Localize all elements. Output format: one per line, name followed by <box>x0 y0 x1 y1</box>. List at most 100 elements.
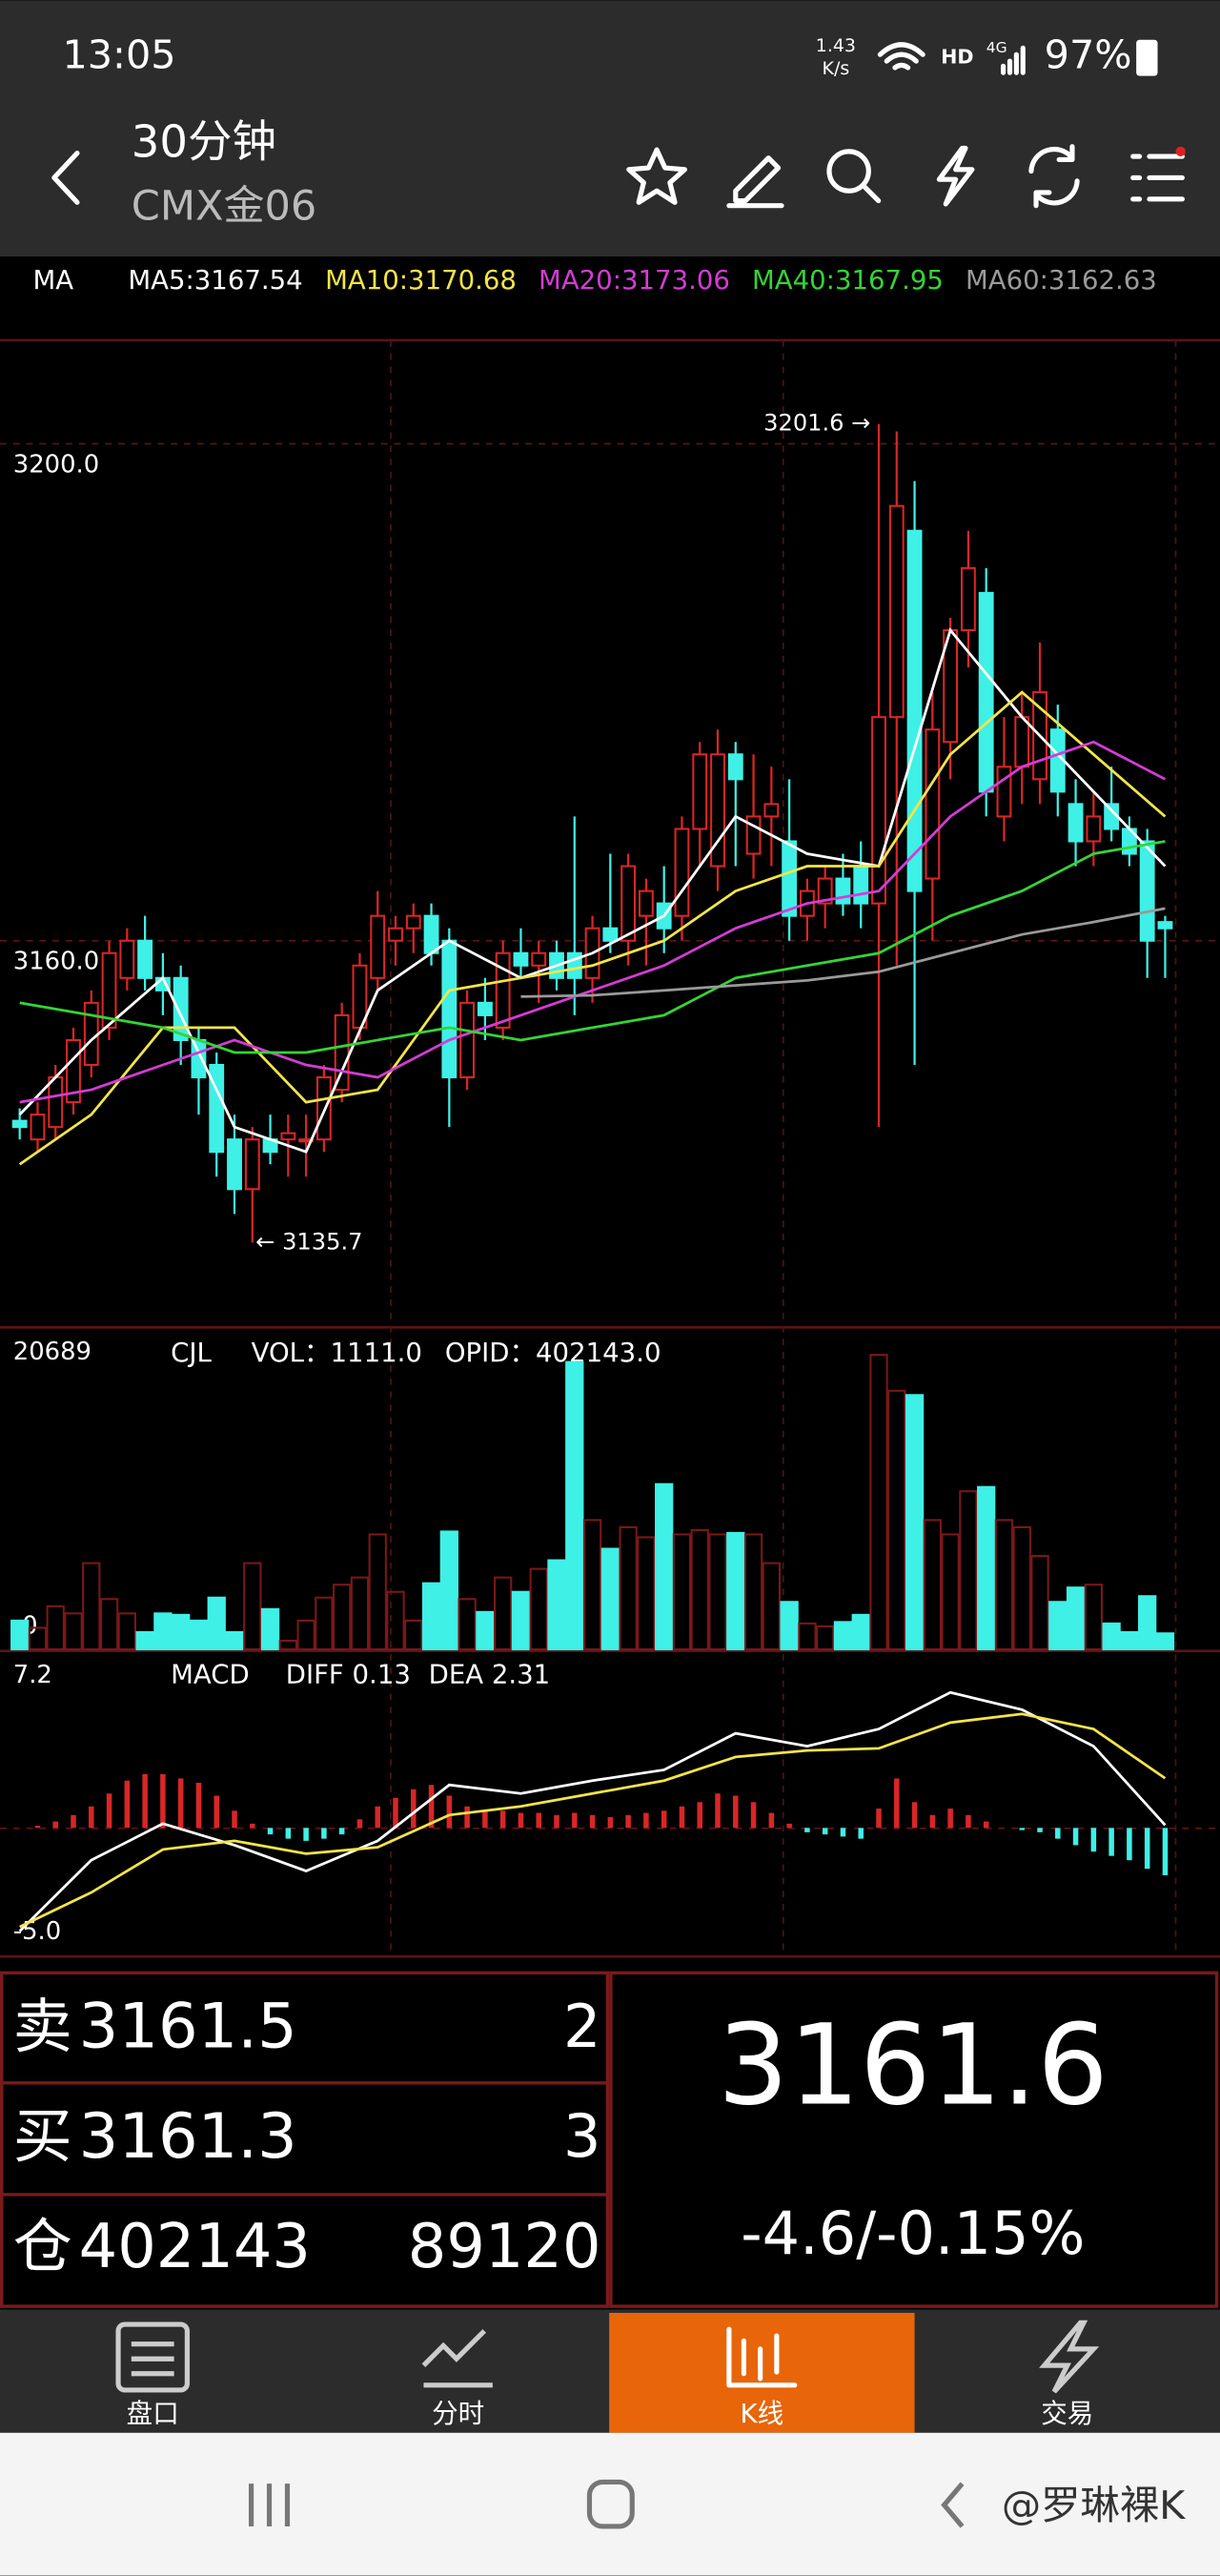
macd-bar <box>733 1795 739 1829</box>
recents-button[interactable] <box>248 2484 291 2526</box>
candle-body <box>745 815 762 855</box>
candle-body <box>137 939 153 979</box>
sell-label: 卖 <box>13 1992 72 2061</box>
volume-bar <box>10 1619 30 1651</box>
tab-trade[interactable]: 交易 <box>1039 2320 1100 2429</box>
back-nav-button[interactable] <box>941 2482 965 2528</box>
volume-bar <box>923 1519 942 1651</box>
candle-body <box>782 840 798 917</box>
volume-bar <box>637 1536 656 1651</box>
volume-bar <box>511 1590 531 1651</box>
candle-body <box>674 828 690 917</box>
volume-bar <box>672 1533 692 1651</box>
volume-bar <box>816 1625 835 1651</box>
macd-bar <box>894 1778 900 1829</box>
volume-bar <box>655 1482 674 1651</box>
candle-body <box>727 753 743 781</box>
volume-bar <box>350 1576 370 1651</box>
candle-body <box>638 889 654 917</box>
candle-body <box>495 951 511 1029</box>
draw-button[interactable] <box>726 155 784 209</box>
volume-bar <box>46 1605 65 1651</box>
macd-bar <box>482 1810 488 1829</box>
volume-bar <box>494 1576 513 1651</box>
volume-bar <box>941 1533 960 1651</box>
legend-entry: MA5:3167.54 <box>128 265 302 296</box>
volume-bar <box>1084 1584 1103 1651</box>
macd-bar <box>499 1810 506 1829</box>
tab-label: 盘口 <box>127 2399 179 2429</box>
period-title: 30分钟 <box>132 115 276 167</box>
volume-bar <box>798 1622 817 1651</box>
volume-bar <box>82 1562 101 1651</box>
macd-bar <box>1055 1828 1061 1839</box>
tab-label: 交易 <box>1041 2399 1093 2429</box>
tab-fenshi[interactable]: 分时 <box>421 2329 493 2429</box>
macd-bar <box>1072 1828 1079 1846</box>
macd-bar <box>232 1810 237 1829</box>
volume-bar <box>529 1567 548 1651</box>
network-label: 4G <box>986 39 1007 56</box>
volume-bar <box>1048 1601 1068 1651</box>
wifi-icon <box>877 42 925 71</box>
volume-bar <box>690 1528 709 1651</box>
volume-bar <box>135 1630 154 1651</box>
volume-bar <box>225 1630 244 1651</box>
volume-bar <box>547 1559 566 1651</box>
macd-bar <box>1037 1828 1043 1832</box>
candle-body <box>960 566 976 632</box>
volume-bar <box>600 1547 620 1651</box>
macd-bar <box>554 1814 559 1829</box>
volume-bar <box>959 1490 978 1651</box>
macd-bar <box>1144 1828 1150 1870</box>
volume-bar <box>296 1619 315 1651</box>
y-tick-label: 20689 <box>13 1338 92 1366</box>
macd-bar <box>1090 1828 1097 1852</box>
candle-body <box>996 766 1012 818</box>
ma-label: MA <box>32 265 73 296</box>
volume-bar <box>476 1610 495 1651</box>
candle-body <box>602 927 619 942</box>
candle-body <box>370 914 386 979</box>
volume-bar <box>1120 1630 1139 1651</box>
search-button[interactable] <box>826 149 882 204</box>
buy-label: 买 <box>13 2101 72 2171</box>
volume-bar <box>243 1562 262 1651</box>
flash-button[interactable] <box>936 145 975 207</box>
menu-button[interactable] <box>1130 153 1185 202</box>
volume-bar <box>315 1596 334 1651</box>
back-button[interactable] <box>51 150 80 205</box>
favorite-button[interactable] <box>626 147 687 205</box>
min-annotation: ← 3135.7 <box>255 1228 362 1255</box>
macd-bar <box>966 1814 971 1829</box>
battery-level: 97% <box>1045 32 1132 78</box>
tab-kline[interactable]: K线 <box>726 2326 798 2429</box>
volume-bar <box>1102 1622 1121 1651</box>
macd-bar <box>106 1793 112 1829</box>
volume-bar <box>260 1607 280 1651</box>
macd-bar <box>625 1814 631 1829</box>
macd-bar <box>768 1812 775 1829</box>
candle-body <box>1157 921 1173 930</box>
macd-bar <box>124 1780 131 1829</box>
candle-body <box>119 939 135 979</box>
volume-bar <box>153 1612 173 1651</box>
macd-bar <box>643 1812 649 1829</box>
tab-pankou[interactable]: 盘口 <box>115 2321 190 2429</box>
macd-bar <box>177 1778 184 1829</box>
legend-entry: DIFF 0.13 <box>286 1660 411 1690</box>
menu-badge <box>1175 146 1186 157</box>
candle-body <box>531 951 547 967</box>
macd-bar <box>250 1823 255 1829</box>
candle-body <box>83 1001 99 1067</box>
candle-body <box>1014 716 1030 768</box>
home-button[interactable] <box>586 2479 635 2529</box>
macd-bar <box>393 1797 398 1829</box>
volume-bar <box>99 1598 119 1651</box>
nav-bar <box>0 2432 1220 2576</box>
volume-bar <box>1012 1525 1031 1651</box>
macd-bar <box>607 1817 614 1829</box>
volume-bar <box>851 1613 870 1651</box>
refresh-button[interactable] <box>1028 144 1080 209</box>
